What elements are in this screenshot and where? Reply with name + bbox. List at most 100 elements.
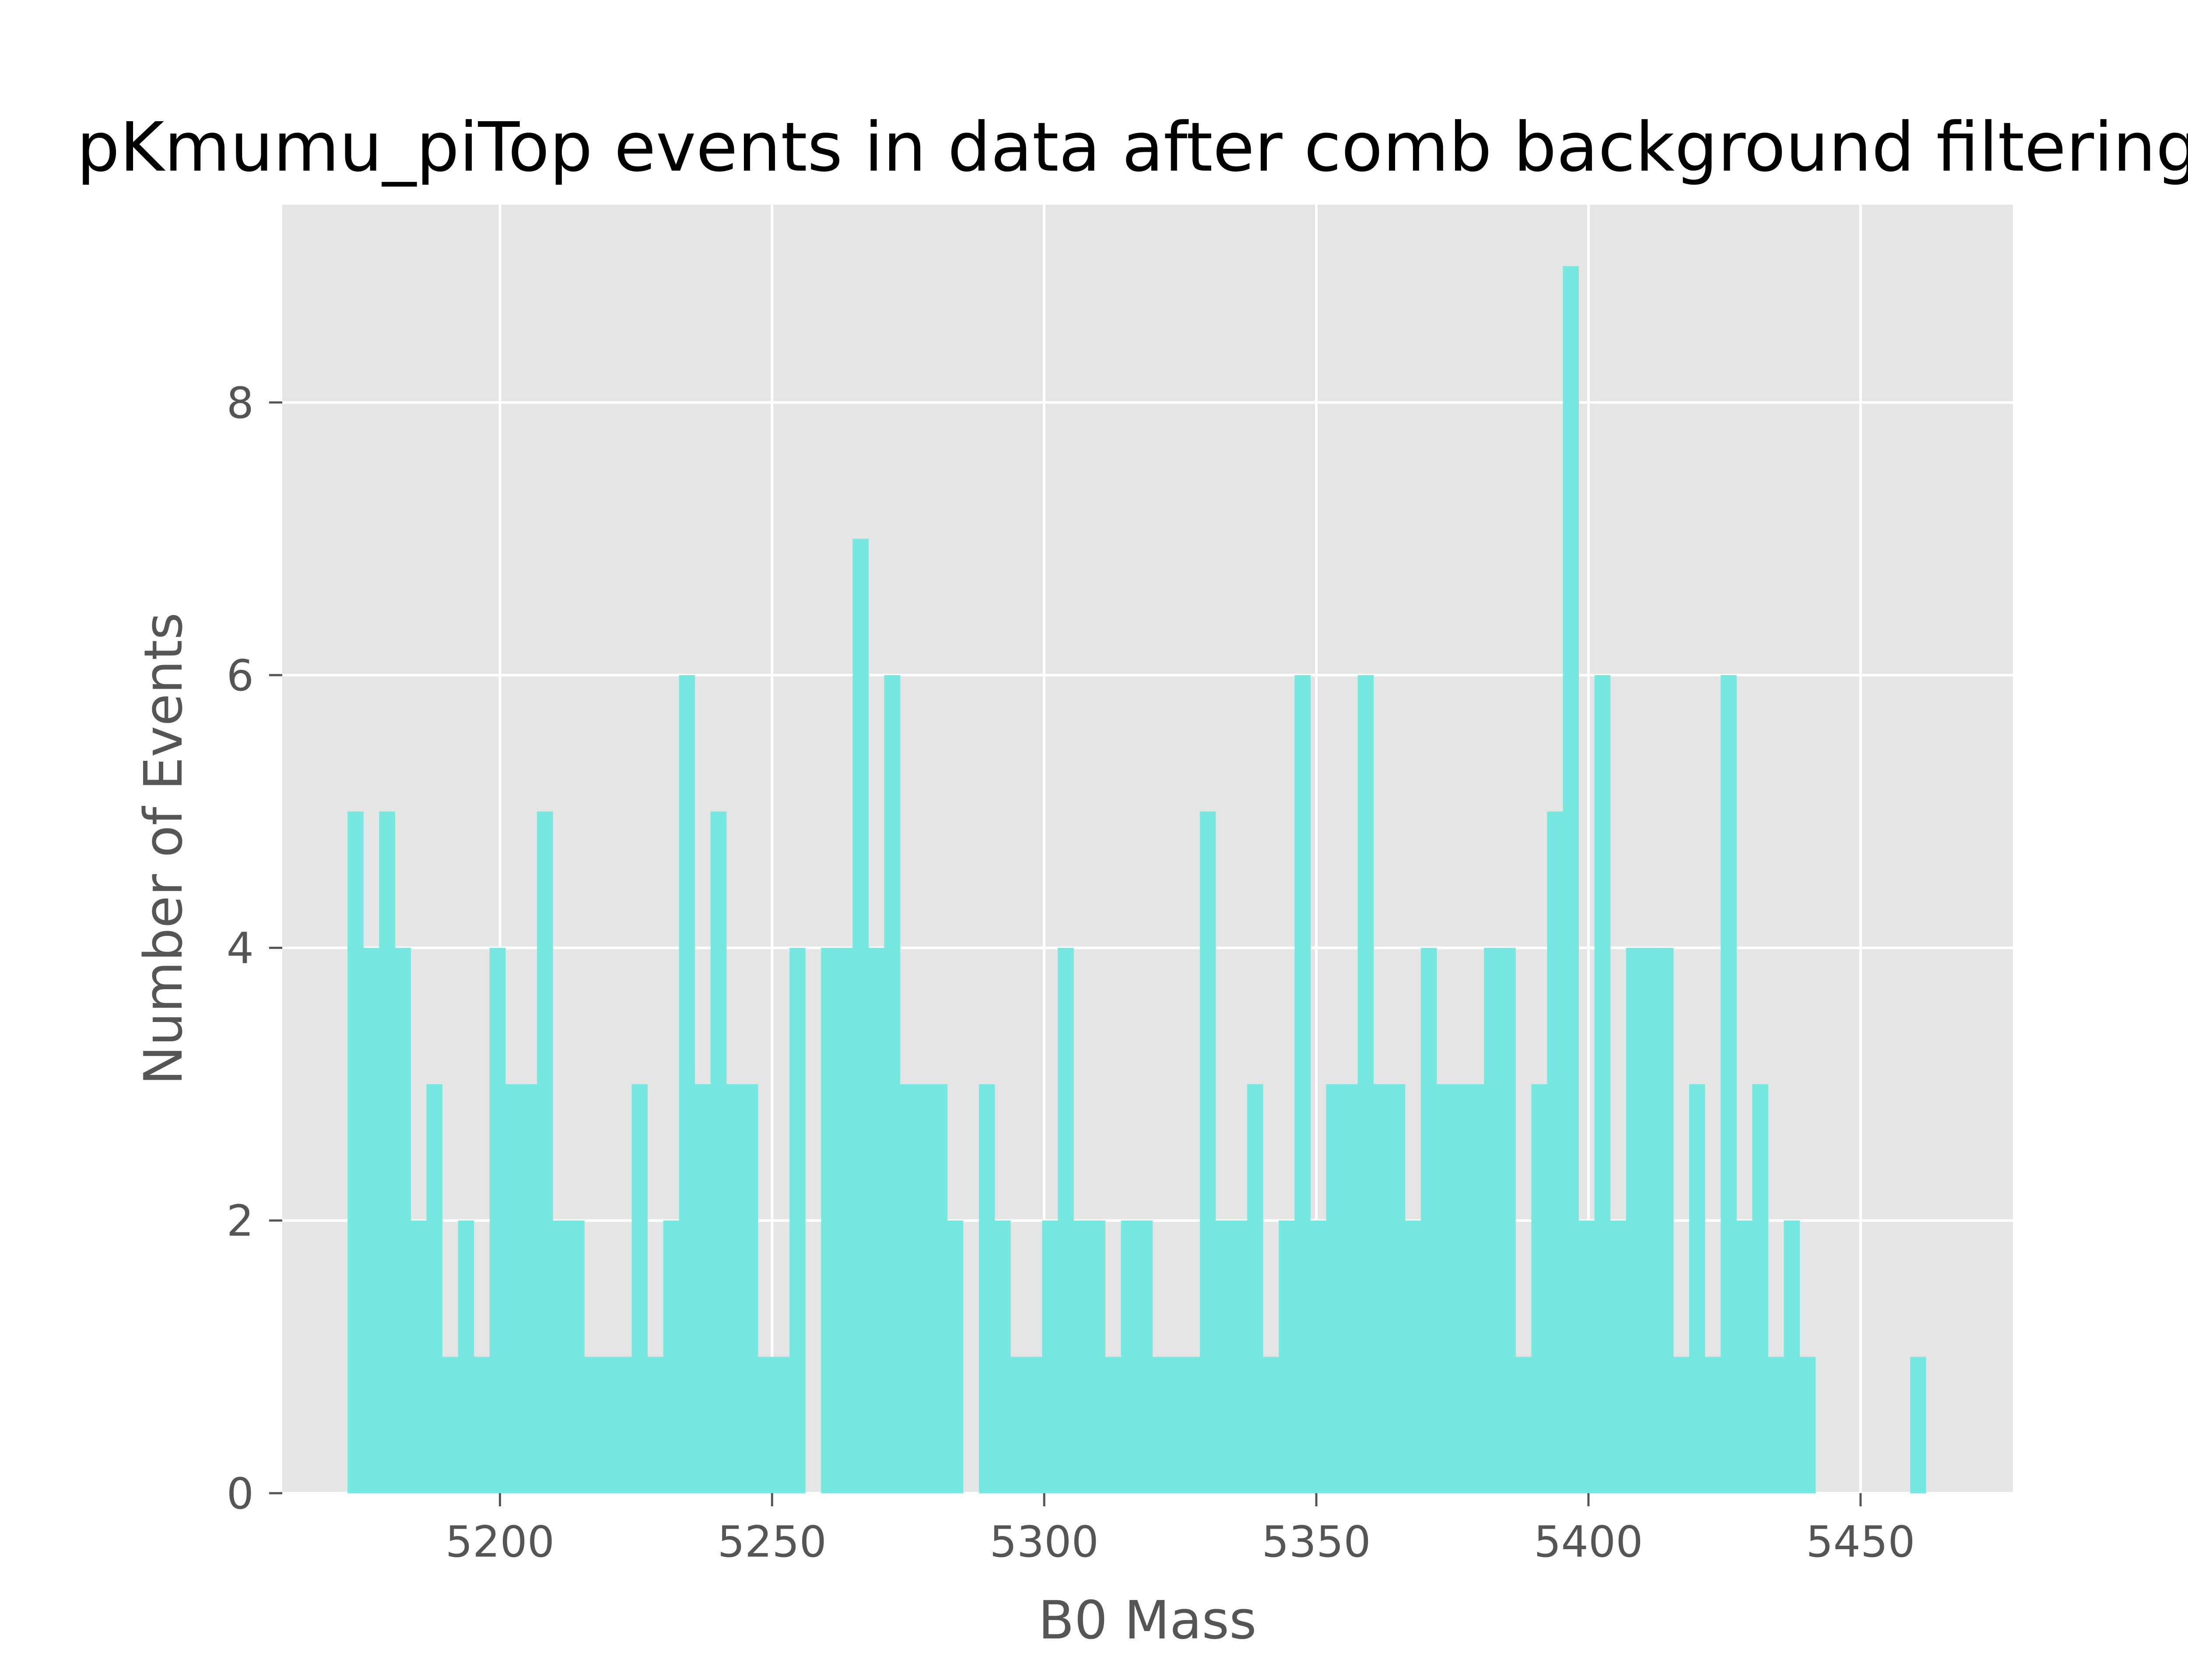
histogram-bar (600, 1357, 616, 1493)
histogram-bar (931, 1084, 948, 1493)
histogram-bar (1531, 1084, 1547, 1493)
histogram-bar (710, 811, 727, 1493)
x-tick-label-5200: 5200 (445, 1517, 554, 1567)
histogram-bar (1199, 811, 1216, 1493)
histogram-bar (900, 1084, 916, 1493)
histogram-bar (1073, 1220, 1090, 1493)
histogram-bar (789, 948, 806, 1493)
x-tick-label-5400: 5400 (1534, 1517, 1643, 1567)
histogram-bar (774, 1357, 790, 1493)
histogram-bar (1641, 948, 1658, 1493)
histogram-bar (1310, 1220, 1326, 1493)
histogram-bar (1105, 1357, 1122, 1493)
x-tick-label-5350: 5350 (1262, 1517, 1371, 1567)
histogram-bar (978, 1084, 995, 1493)
histogram-bar (742, 1084, 758, 1493)
histogram-bar (1326, 1084, 1343, 1493)
histogram-bars (347, 266, 1926, 1494)
y-tick-label-0: 0 (227, 1469, 254, 1519)
histogram-bar (821, 948, 837, 1493)
histogram-bar (1247, 1084, 1263, 1493)
y-tick-label-2: 2 (227, 1197, 254, 1246)
histogram-bar (473, 1357, 490, 1493)
histogram-bar (410, 1220, 427, 1493)
histogram-bar (884, 675, 901, 1493)
histogram-bar (1515, 1357, 1532, 1493)
histogram-bar (458, 1220, 474, 1493)
x-tick-label-5250: 5250 (718, 1517, 827, 1567)
histogram-bar (442, 1357, 459, 1493)
histogram-bar (616, 1357, 632, 1493)
histogram-bar (647, 1357, 664, 1493)
histogram-bar (1215, 1220, 1232, 1493)
histogram-bar (915, 1084, 932, 1493)
histogram-bar (1910, 1357, 1926, 1493)
histogram-bar (1768, 1357, 1784, 1493)
histogram-bar (1626, 948, 1642, 1493)
histogram-bar (1420, 948, 1437, 1493)
histogram-bar (1026, 1357, 1042, 1493)
histogram-bar (1547, 811, 1563, 1493)
histogram-bar (1357, 675, 1374, 1493)
y-axis: 0 2 4 6 8 (227, 378, 282, 1519)
histogram-bar (1089, 1220, 1105, 1493)
histogram-bar (1578, 1220, 1595, 1493)
histogram-bar (726, 1084, 743, 1493)
histogram-bar (1452, 1084, 1469, 1493)
histogram-bar (1673, 1357, 1690, 1493)
y-tick-label-4: 4 (227, 924, 254, 973)
histogram-bar (1184, 1357, 1200, 1493)
histogram-bar (1373, 1084, 1390, 1493)
histogram-bar (1405, 1220, 1421, 1493)
histogram-bar (379, 811, 395, 1493)
histogram-bar (837, 948, 853, 1493)
histogram-bar (1058, 948, 1074, 1493)
histogram-bar (694, 1084, 711, 1493)
histogram-bar (363, 948, 379, 1493)
histogram-bar (395, 948, 411, 1493)
histogram-bar (537, 811, 553, 1493)
histogram-bar (1294, 675, 1311, 1493)
histogram-bar (1342, 1084, 1358, 1493)
histogram-bar (426, 1084, 443, 1493)
histogram-bar (347, 811, 364, 1493)
histogram-bar (1468, 1084, 1484, 1493)
histogram-bar (1121, 1220, 1137, 1493)
histogram-bar (1594, 675, 1611, 1493)
histogram-bar (1799, 1357, 1816, 1493)
x-axis-label: B0 Mass (1038, 1590, 1257, 1651)
histogram-bar (1657, 948, 1674, 1493)
histogram-bar (505, 1084, 522, 1493)
histogram-bar (1736, 1220, 1753, 1493)
histogram-bar (1152, 1357, 1169, 1493)
histogram-bar (1136, 1220, 1153, 1493)
histogram-bar (1168, 1357, 1185, 1493)
histogram-bar (1484, 948, 1500, 1493)
y-tick-label-8: 8 (227, 378, 254, 428)
chart-title: pKmumu_piTop events in data after comb b… (77, 108, 2188, 187)
histogram-bar (584, 1357, 600, 1493)
histogram-bar (852, 539, 869, 1493)
histogram-bar (1231, 1220, 1248, 1493)
histogram-bar (1610, 1220, 1627, 1493)
y-axis-label: Number of Events (133, 612, 194, 1085)
histogram-bar (1721, 675, 1737, 1493)
histogram-bar (1752, 1084, 1768, 1493)
histogram-bar (1563, 266, 1579, 1494)
histogram-bar (1389, 1084, 1406, 1493)
histogram-bar (1042, 1220, 1058, 1493)
histogram-bar (489, 948, 506, 1493)
histogram-bar (1263, 1357, 1279, 1493)
histogram-bar (631, 1084, 648, 1493)
histogram-bar (1279, 1220, 1295, 1493)
y-tick-label-6: 6 (227, 651, 254, 701)
histogram-bar (521, 1084, 537, 1493)
histogram-bar (1689, 1084, 1705, 1493)
histogram-bar (553, 1220, 569, 1493)
x-axis: 5200 5250 5300 5350 5400 5450 (445, 1493, 1915, 1567)
histogram-bar (1500, 948, 1516, 1493)
histogram-bar (663, 1220, 680, 1493)
x-tick-label-5450: 5450 (1806, 1517, 1915, 1567)
